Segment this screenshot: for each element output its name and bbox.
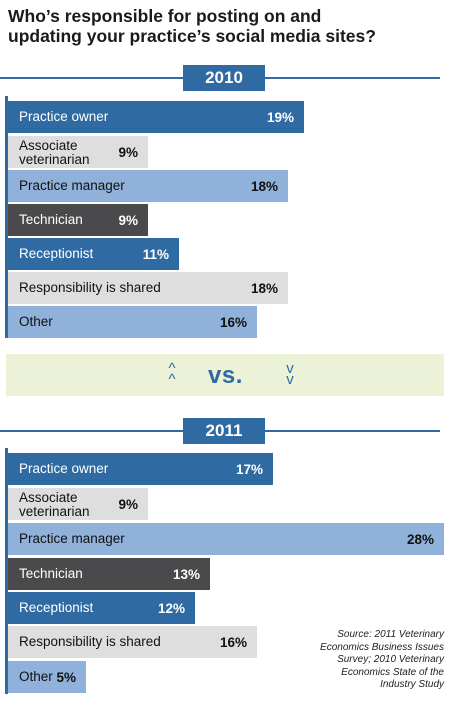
bar-value-label: 28% [406,532,434,547]
bar-value-label: 11% [142,247,169,262]
source-line-1: Source: 2011 Veterinary [337,629,444,640]
bar: Responsibility is shared 18% [8,272,288,304]
bar-value-label: 9% [118,213,138,228]
bar-value-label: 19% [266,110,294,125]
source-line-4: Economics State of the [341,666,444,678]
bar-value-label: 18% [250,281,278,296]
bar-value-label: 17% [235,462,263,477]
bar-value-label: 16% [219,315,247,330]
left-accent-rule [5,96,8,338]
bar-value-label: 12% [157,601,185,616]
bar: Associate veterinarian 9% [8,488,148,520]
chart-title-line-1: Who’s responsible for posting on and [8,6,322,26]
bar: Receptionist 11% [8,238,179,270]
bar: Associate veterinarian 9% [8,136,148,168]
bar: Receptionist 12% [8,592,195,624]
year-label: 2011 [183,418,265,444]
bar-category-label: Practice manager [19,531,125,546]
bar: Technician 9% [8,204,148,236]
bar-value-label: 16% [219,635,247,650]
bar: Practice owner 19% [8,101,304,133]
bar: Other 16% [8,306,257,338]
bar-category-label: Receptionist [19,600,94,615]
bar: Other 5% [8,661,86,693]
bar-value-label: 13% [172,567,200,582]
bar-category-label: Technician [19,566,83,581]
bar-value-label: 18% [250,179,278,194]
chart-title-line-2: updating your practice’s social media si… [8,26,376,46]
vs-band [6,354,444,396]
year-label: 2010 [183,65,265,91]
bar-category-label: Practice manager [19,178,125,193]
bar-category-label: Receptionist [19,246,94,261]
left-accent-rule [5,448,8,694]
source-line-2: Economics Business Issues [320,641,444,653]
bar-value-label: 9% [118,497,138,512]
bar-category-label: Other [19,669,53,684]
bar-value-label: 9% [118,145,138,160]
bar-category-label: Associate veterinarian [19,138,90,167]
bar-category-label: Practice owner [19,109,109,124]
bar-category-label: Responsibility is shared [19,280,161,295]
bar: Practice owner 17% [8,453,273,485]
bar: Responsibility is shared 16% [8,626,257,658]
source-line-5: Industry Study [380,679,444,690]
chart-title: Who’s responsible for posting on and upd… [8,6,388,46]
source-line-3: Survey; 2010 Veterinary [337,654,444,665]
vs-label: vs. [208,362,243,389]
bar-category-label: Associate veterinarian [19,490,90,519]
bar: Practice manager 28% [8,523,444,555]
bar-category-label: Other [19,314,53,329]
bar-category-label: Responsibility is shared [19,634,161,649]
bar-value-label: 5% [56,670,76,685]
bar-category-label: Practice owner [19,461,109,476]
source-note: Source: 2011 Veterinary Economics Busine… [296,629,444,692]
caret-up-icon: ^ ^ [168,360,176,388]
bar: Practice manager 18% [8,170,288,202]
bar-category-label: Technician [19,212,83,227]
bar: Technician 13% [8,558,210,590]
